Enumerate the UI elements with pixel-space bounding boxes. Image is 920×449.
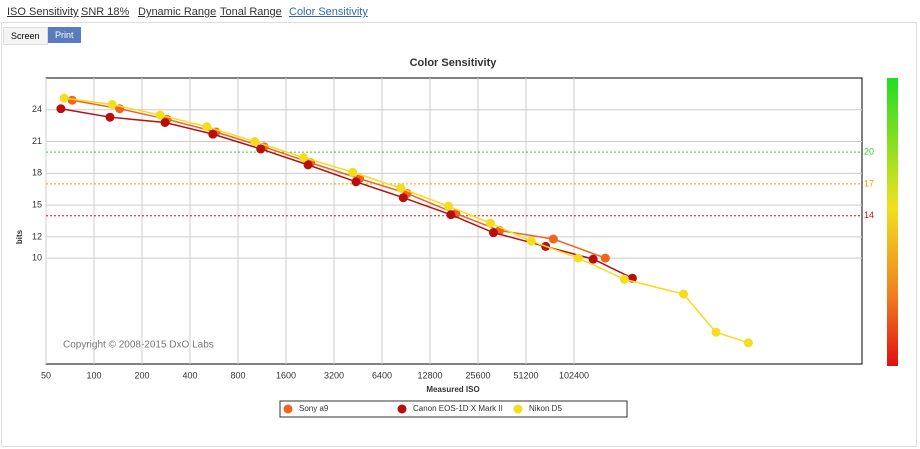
copyright: Copyright © 2008-2015 DxO Labs: [63, 340, 214, 351]
x-tick-label: 25600: [465, 370, 490, 380]
reference-label: 17: [864, 178, 874, 188]
chart-title: Color Sensitivity: [410, 57, 498, 69]
data-point: [348, 167, 358, 177]
x-tick-label: 50: [41, 370, 51, 380]
x-tick-label: 200: [134, 370, 149, 380]
tab[interactable]: ISO Sensitivity: [7, 6, 79, 18]
screen-button[interactable]: Screen: [3, 27, 48, 45]
x-tick-label: 800: [230, 370, 245, 380]
data-point: [256, 144, 266, 154]
legend-marker: [513, 404, 523, 414]
y-tick-label: 10: [32, 252, 42, 262]
data-point: [548, 234, 558, 244]
y-tick-label: 24: [32, 104, 42, 114]
legend-marker: [397, 404, 407, 414]
legend-marker: [283, 404, 293, 414]
data-point: [351, 177, 361, 187]
data-point: [443, 201, 453, 211]
legend-label: Sony a9: [299, 404, 329, 413]
data-point: [485, 218, 495, 228]
data-point: [208, 129, 218, 139]
tab[interactable]: Color Sensitivity: [289, 6, 368, 18]
data-point: [446, 210, 456, 220]
data-point: [298, 152, 308, 162]
data-point: [396, 183, 406, 193]
reference-label: 14: [864, 210, 874, 220]
data-point: [526, 236, 536, 246]
tab[interactable]: SNR 18%: [81, 6, 130, 18]
color-scale: [887, 78, 898, 366]
data-point: [59, 93, 69, 103]
x-tick-label: 1600: [276, 370, 296, 380]
data-point: [56, 104, 66, 114]
tab[interactable]: Dynamic Range: [138, 6, 217, 18]
x-tick-label: 3200: [324, 370, 344, 380]
data-point: [398, 193, 408, 203]
data-point: [303, 160, 313, 170]
data-point: [619, 274, 629, 284]
data-point: [679, 289, 689, 299]
data-point: [573, 253, 583, 263]
data-point: [711, 327, 721, 337]
data-point: [488, 228, 498, 238]
data-point: [588, 254, 598, 264]
data-point: [67, 95, 77, 105]
x-tick-label: 400: [182, 370, 197, 380]
print-button[interactable]: Print: [48, 27, 81, 43]
data-point: [105, 112, 115, 122]
x-tick-label: 102400: [559, 370, 589, 380]
y-axis-label: bits: [15, 229, 24, 244]
x-tick-label: 51200: [513, 370, 538, 380]
y-tick-label: 18: [32, 168, 42, 178]
panel: [1, 22, 917, 447]
legend-label: Canon EOS-1D X Mark II: [413, 404, 503, 413]
y-tick-label: 21: [32, 136, 42, 146]
y-tick-label: 12: [32, 231, 42, 241]
data-point: [250, 137, 260, 147]
x-tick-label: 100: [86, 370, 101, 380]
data-point: [155, 110, 165, 120]
legend: [279, 400, 628, 418]
data-point: [600, 253, 610, 263]
data-point: [743, 338, 753, 348]
tab[interactable]: Tonal Range: [220, 6, 282, 18]
x-tick-label: 6400: [372, 370, 392, 380]
y-tick-label: 15: [32, 199, 42, 209]
legend-label: Nikon D5: [529, 404, 562, 413]
reference-label: 20: [864, 147, 874, 157]
data-point: [107, 99, 117, 109]
plot-area: [45, 77, 863, 365]
series-line: [64, 97, 749, 344]
x-tick-label: 12800: [417, 370, 442, 380]
data-point: [160, 117, 170, 127]
data-point: [202, 122, 212, 132]
x-axis-label: Measured ISO: [426, 385, 479, 394]
